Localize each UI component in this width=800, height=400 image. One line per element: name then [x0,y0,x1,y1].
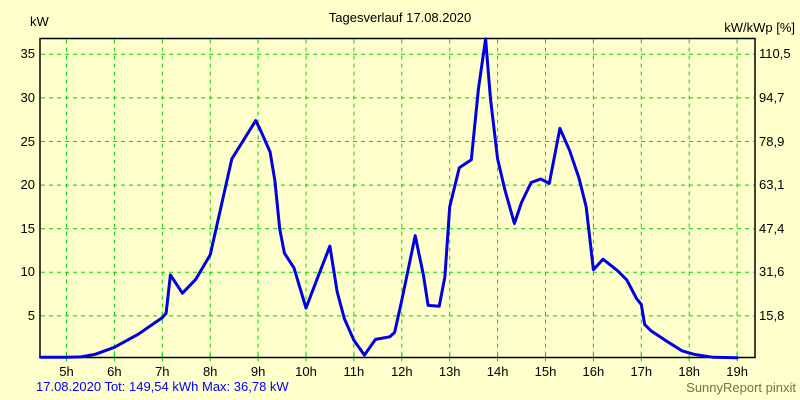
y-axis-right-tick-label: 47,4 [759,220,785,236]
x-axis-tick-label: 16h [582,364,605,379]
y-axis-right-tick-label: 31,6 [759,264,785,280]
x-axis-tick-label: 5h [59,364,74,379]
x-axis-tick-label: 7h [155,364,170,379]
y-axis-right-tick-label: 78,9 [759,133,785,149]
y-axis-right-tick-label: 63,1 [759,177,785,193]
y-axis-tick-label: 15 [20,220,35,236]
x-axis-tick-label: 9h [250,364,266,379]
x-axis-tick-label: 10h [295,364,317,379]
status-line: 17.08.2020 Tot: 149,54 kWh Max: 36,78 kW [36,379,289,394]
y-axis-right-tick-label: 94,7 [759,89,785,105]
y-axis-tick-label: 20 [20,177,35,193]
y-axis-right-tick-label: 15,8 [759,307,785,323]
y-axis-tick-label: 30 [20,89,35,105]
x-axis-tick-label: 12h [390,364,413,379]
x-axis-tick-label: 11h [343,364,365,379]
brand-label: SunnyReport pinxit [686,380,796,395]
y-axis-right-tick-label: 110,5 [759,46,791,62]
x-axis-tick-label: 8h [202,364,218,379]
y-axis-tick-label: 5 [27,307,35,323]
power-curve [39,37,739,360]
plot-border [39,37,756,359]
x-axis-tick-label: 15h [534,364,557,379]
x-axis-tick-label: 6h [107,364,122,379]
page-title: Tagesverlauf 17.08.2020 [328,10,472,25]
y-axis-tick-label: 10 [20,264,35,280]
y-axis-tick-label: 25 [20,133,35,149]
left-axis-unit-label: kW [30,14,49,29]
x-axis-tick-label: 13h [438,364,461,379]
y-axis-tick-label: 35 [20,46,35,62]
x-axis-tick-label: 17h [630,364,653,379]
x-axis-tick-label: 19h [726,364,748,379]
right-axis-unit-label: kW/kWp [%] [724,20,795,35]
x-axis-tick-label: 14h [486,364,509,379]
x-axis-tick-label: 18h [678,364,701,379]
